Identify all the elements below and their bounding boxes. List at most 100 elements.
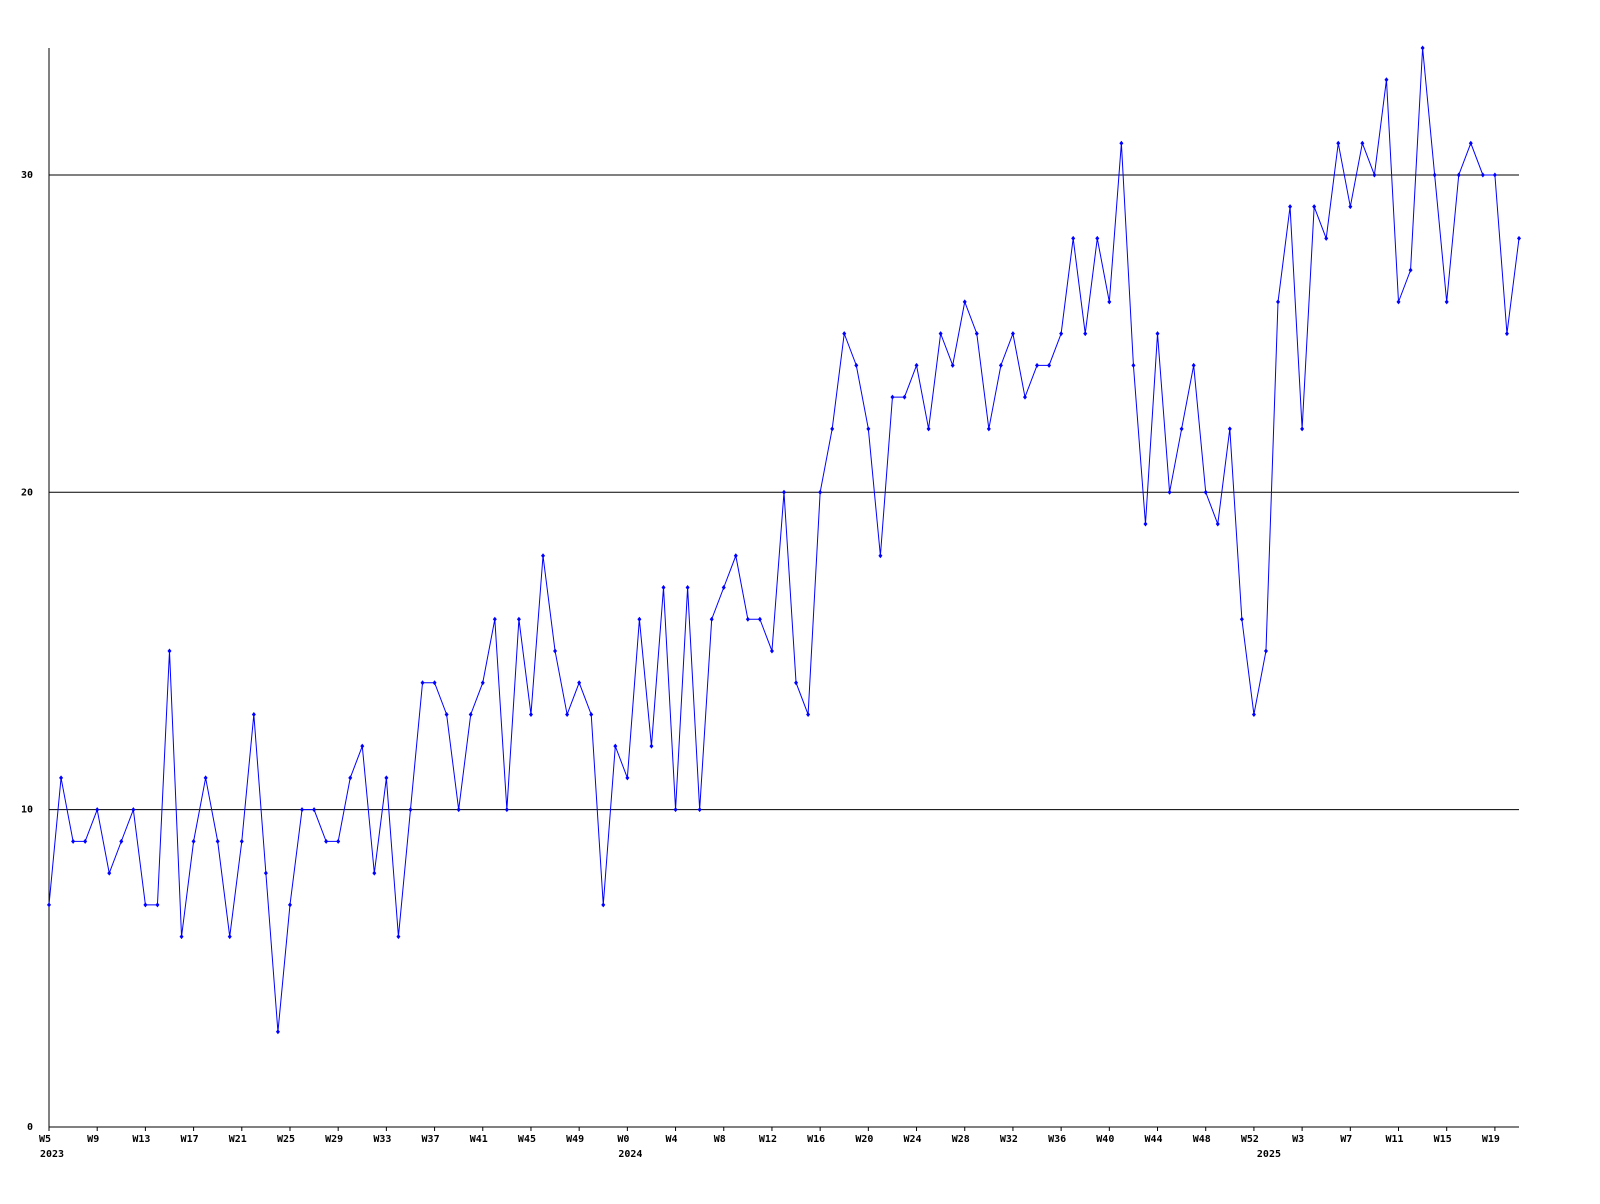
x-tick-label: W16 (807, 1134, 825, 1145)
point-marker (601, 902, 606, 908)
point-marker (287, 902, 292, 908)
point-marker (1263, 648, 1268, 654)
point-marker (1408, 267, 1413, 273)
point-marker (360, 743, 365, 749)
point-marker (1336, 140, 1341, 146)
point-marker (203, 775, 208, 781)
x-tick-label: W41 (470, 1134, 488, 1145)
point-marker (312, 807, 317, 813)
x-tick-label: W17 (181, 1134, 199, 1145)
point-marker (1348, 204, 1353, 210)
year-label: 2023 (40, 1149, 64, 1160)
point-marker (119, 838, 124, 844)
x-tick-label: W12 (759, 1134, 777, 1145)
point-marker (444, 711, 449, 717)
point-marker (1492, 172, 1497, 178)
point-marker (878, 553, 883, 559)
x-tick-label: W40 (1096, 1134, 1114, 1145)
point-marker (384, 775, 389, 781)
point-marker (372, 870, 377, 876)
y-tick-label: 20 (21, 487, 33, 498)
point-marker (251, 711, 256, 717)
point-marker (769, 648, 774, 654)
x-tick-label: W20 (855, 1134, 873, 1145)
point-marker (167, 648, 172, 654)
x-tick-label: W36 (1048, 1134, 1066, 1145)
x-tick-label: W29 (325, 1134, 343, 1145)
point-marker (1107, 299, 1112, 305)
point-marker (1215, 521, 1220, 527)
point-marker (59, 775, 64, 781)
point-marker (1022, 394, 1027, 400)
x-tick-label: W5 (39, 1134, 51, 1145)
point-marker (745, 616, 750, 622)
point-marker (83, 838, 88, 844)
point-marker (661, 585, 666, 590)
point-marker (974, 331, 979, 337)
point-marker (902, 394, 907, 400)
point-marker (480, 680, 485, 686)
point-marker (842, 331, 847, 337)
x-tick-label: W49 (566, 1134, 584, 1145)
point-marker (516, 616, 521, 622)
year-label: 2025 (1257, 1149, 1281, 1160)
x-tick-label: W25 (277, 1134, 295, 1145)
point-marker (1384, 77, 1389, 83)
point-marker (1396, 299, 1401, 305)
point-marker (1155, 331, 1160, 337)
point-marker (1276, 299, 1281, 305)
point-marker (697, 807, 702, 813)
point-marker (1251, 711, 1256, 717)
x-tick-label: W13 (132, 1134, 150, 1145)
point-marker (998, 362, 1003, 368)
point-marker (757, 616, 762, 622)
point-marker (191, 838, 196, 844)
point-marker (890, 394, 895, 400)
point-marker (673, 807, 678, 813)
point-marker (324, 838, 329, 844)
x-tick-label: W52 (1241, 1134, 1259, 1145)
point-marker (179, 934, 184, 940)
point-marker (914, 362, 919, 368)
point-marker (866, 426, 871, 432)
x-tick-label: W48 (1193, 1134, 1211, 1145)
point-marker (794, 680, 799, 686)
point-marker (348, 775, 353, 781)
series-line (48, 47, 1520, 1032)
point-marker (155, 902, 160, 908)
year-label: 2024 (618, 1149, 642, 1160)
point-marker (1143, 521, 1148, 527)
point-marker (589, 711, 594, 717)
point-marker (1083, 331, 1088, 337)
point-marker (1420, 45, 1425, 51)
point-marker (1179, 426, 1184, 432)
point-marker (396, 934, 401, 940)
point-marker (830, 426, 835, 432)
point-marker (962, 299, 967, 305)
point-marker (336, 838, 341, 844)
point-marker (1035, 362, 1040, 368)
point-marker (854, 362, 859, 368)
x-tick-label: W28 (952, 1134, 970, 1145)
point-marker (1444, 299, 1449, 305)
point-marker (1010, 331, 1015, 337)
x-tick-label: W4 (666, 1134, 678, 1145)
point-marker (541, 553, 546, 559)
point-marker (986, 426, 991, 432)
point-marker (107, 870, 112, 876)
point-marker (227, 934, 232, 940)
point-marker (1203, 489, 1208, 495)
x-tick-label: W8 (714, 1134, 726, 1145)
point-marker (432, 680, 437, 686)
point-marker (1504, 331, 1509, 337)
point-marker (613, 743, 618, 749)
point-marker (131, 807, 136, 813)
point-marker (1312, 204, 1317, 210)
point-marker (806, 711, 811, 717)
x-tick-label: W21 (229, 1134, 247, 1145)
x-tick-label: W44 (1144, 1134, 1162, 1145)
point-marker (733, 553, 738, 559)
y-tick-label: 0 (27, 1122, 33, 1133)
point-marker (300, 807, 305, 813)
